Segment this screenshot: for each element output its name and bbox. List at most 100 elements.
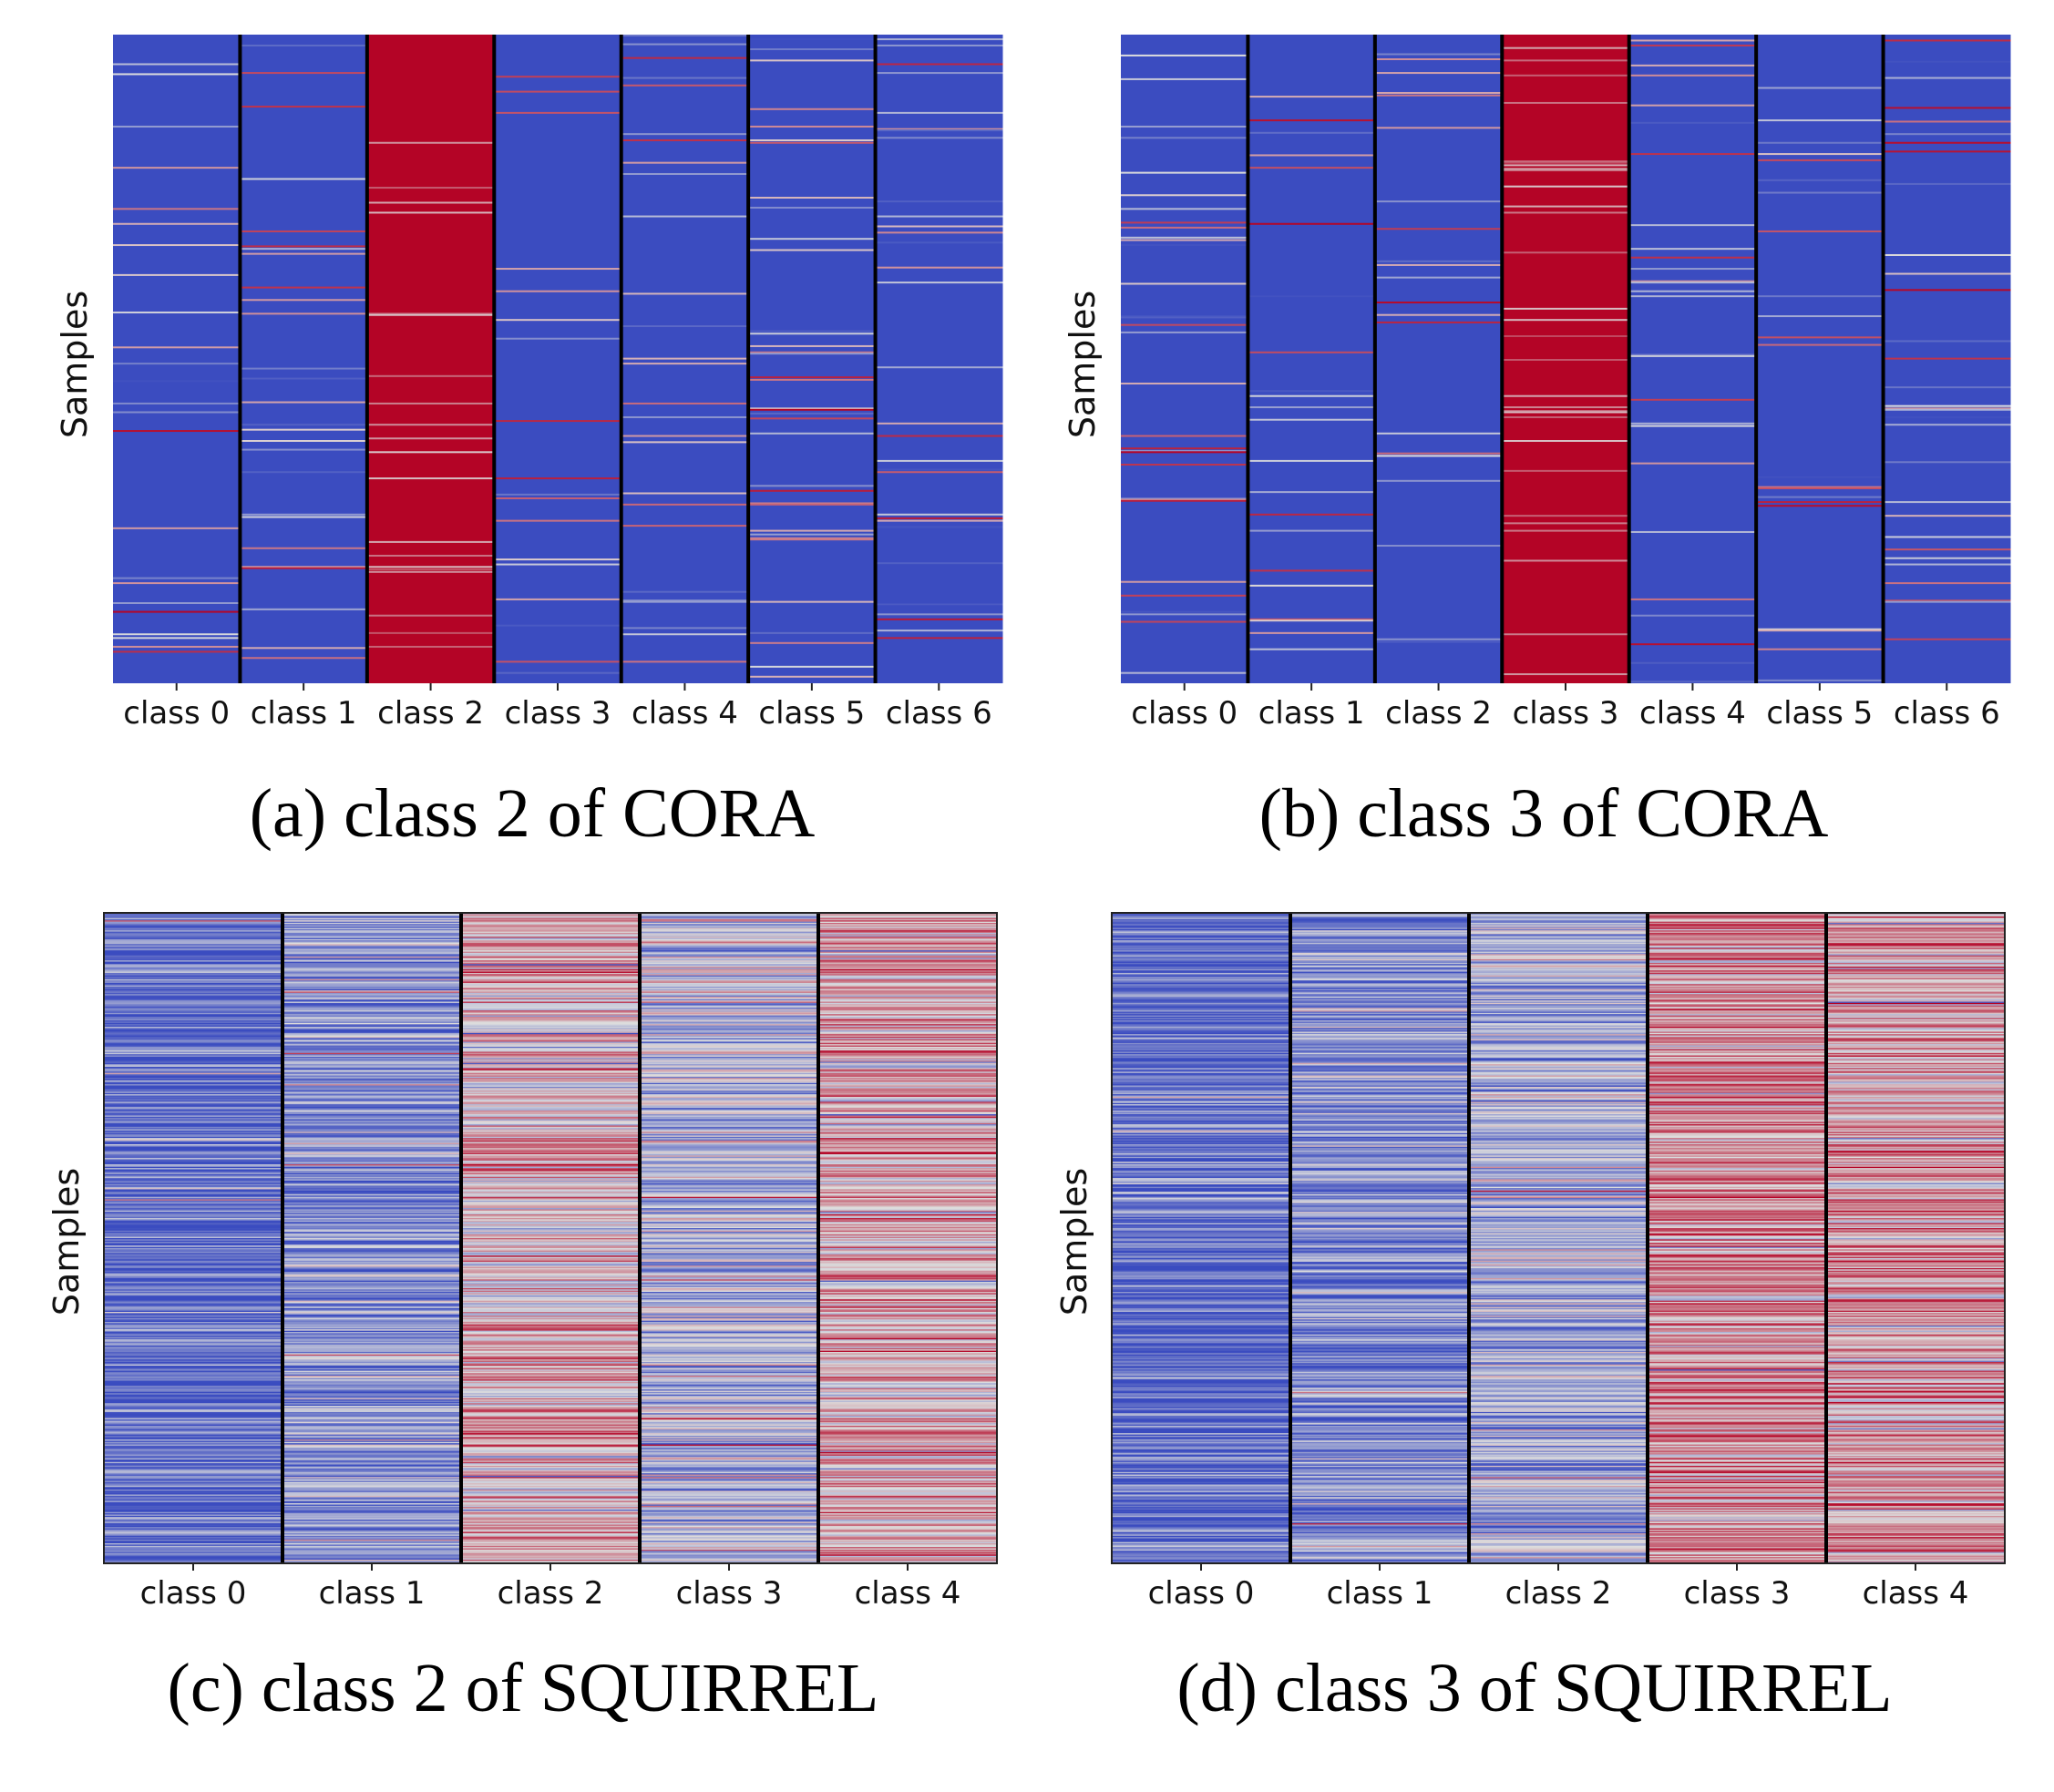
xtick-label: class 5 (758, 695, 865, 732)
heatmap-cell (640, 1172, 819, 1175)
heatmap-cell (1469, 1239, 1648, 1242)
heatmap-cell (1826, 950, 2006, 953)
heatmap-cell (1290, 932, 1470, 935)
heatmap-cell (104, 1198, 283, 1201)
heatmap-cell (1826, 988, 2006, 990)
heatmap-cell (1112, 940, 1291, 943)
heatmap-cell (1374, 91, 1503, 94)
heatmap-cell (282, 1398, 462, 1400)
heatmap-cell (1648, 915, 1827, 917)
heatmap-cell (1648, 1045, 1827, 1048)
heatmap-cell (640, 1004, 819, 1007)
heatmap-cell (818, 1438, 998, 1440)
heatmap-cell (461, 1340, 641, 1343)
heatmap-cell (1469, 916, 1648, 919)
heatmap-cell (461, 967, 641, 969)
heatmap-cell (818, 1312, 998, 1314)
heatmap-cell (621, 633, 749, 636)
heatmap-cell (818, 1296, 998, 1299)
heatmap-cell (104, 1223, 283, 1225)
heatmap-cell (104, 1165, 283, 1168)
heatmap-cell (1112, 1044, 1291, 1047)
heatmap-cell (640, 1543, 819, 1546)
heatmap-cell (282, 1306, 462, 1309)
heatmap-cell (1826, 1126, 2006, 1129)
heatmap-cell (1112, 1371, 1291, 1374)
heatmap-cell (1290, 1038, 1470, 1040)
heatmap-cell (1112, 1349, 1291, 1352)
heatmap-cell (1121, 498, 1248, 501)
heatmap-cell (282, 1407, 462, 1409)
heatmap-cell (104, 1373, 283, 1376)
heatmap-cell (104, 1106, 283, 1109)
heatmap-cell (1290, 937, 1470, 940)
heatmap-cell (1648, 1139, 1827, 1142)
heatmap-cell (1648, 1035, 1827, 1038)
heatmap-cell (1112, 1104, 1291, 1107)
heatmap-cell (1469, 1351, 1648, 1354)
heatmap-cell (1469, 1383, 1648, 1386)
heatmap-cell (640, 1374, 819, 1377)
heatmap-cell (282, 1475, 462, 1478)
heatmap-cell (282, 1223, 462, 1225)
heatmap-cell (461, 1169, 641, 1172)
heatmap-cell (1648, 1341, 1827, 1344)
heatmap-cell (1112, 1021, 1291, 1024)
heatmap-cell (640, 1548, 819, 1551)
heatmap-cell (282, 920, 462, 923)
heatmap-cell (282, 1480, 462, 1481)
heatmap-cell (104, 991, 283, 994)
heatmap-cell (1648, 1213, 1827, 1216)
heatmap-cell (640, 1172, 819, 1174)
heatmap-cell (1648, 1333, 1827, 1336)
heatmap-cell (366, 554, 495, 557)
heatmap-cell (1290, 1354, 1470, 1357)
heatmap-cell (1469, 981, 1648, 984)
heatmap-cell (461, 1391, 641, 1394)
heatmap-cell (640, 1111, 819, 1114)
heatmap-cell (104, 971, 283, 974)
heatmap-cell (104, 1162, 283, 1164)
heatmap-cell (1112, 1038, 1291, 1040)
heatmap-cell (818, 1163, 998, 1166)
heatmap-cell (1469, 1203, 1648, 1206)
heatmap-cell (104, 1410, 283, 1413)
heatmap-cell (282, 937, 462, 940)
heatmap-cell (640, 1225, 819, 1228)
heatmap-cell (282, 1162, 462, 1165)
heatmap-cell (282, 1461, 462, 1464)
heatmap-cell (282, 1091, 462, 1094)
heatmap-cell (461, 1411, 641, 1414)
heatmap-cell (282, 1551, 462, 1554)
heatmap-cell (1290, 1357, 1470, 1359)
heatmap-cell (1648, 948, 1827, 951)
heatmap-cell (621, 139, 749, 142)
heatmap-cell (104, 920, 283, 923)
heatmap-cell (640, 1390, 819, 1393)
heatmap-cell (1112, 1080, 1291, 1082)
heatmap-cell (818, 996, 998, 998)
heatmap-cell (1290, 1090, 1470, 1092)
heatmap-cell (1469, 1295, 1648, 1298)
heatmap-cell (104, 1326, 283, 1328)
heatmap-cell (104, 1247, 283, 1250)
heatmap-cell (1469, 1229, 1648, 1232)
heatmap-cell (748, 408, 877, 411)
heatmap-cell (1826, 1035, 2006, 1038)
heatmap-cell (461, 1150, 641, 1152)
heatmap-cell (461, 1055, 641, 1058)
heatmap-cell (640, 1551, 819, 1554)
heatmap-cell (104, 1200, 283, 1203)
heatmap-cell (104, 1100, 283, 1102)
heatmap-cell (104, 1233, 283, 1235)
heatmap-cell (640, 1114, 819, 1117)
heatmap-cell (818, 1190, 998, 1193)
heatmap-cell (640, 1277, 819, 1280)
heatmap-cell (1826, 951, 2006, 954)
heatmap-cell (1826, 1054, 2006, 1057)
heatmap-cell (104, 1527, 283, 1530)
heatmap-cell (104, 1344, 283, 1347)
heatmap-cell (621, 43, 749, 46)
heatmap-cell (461, 1309, 641, 1312)
heatmap-cell (1648, 1030, 1827, 1033)
